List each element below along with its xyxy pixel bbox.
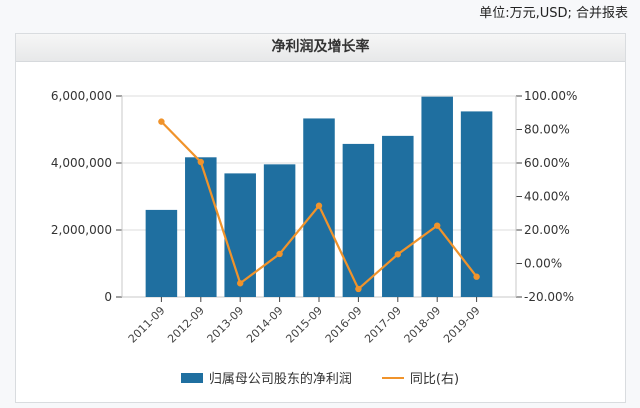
x-tick-label: 2012-09: [165, 304, 207, 346]
line-point[interactable]: [276, 250, 283, 258]
line-point[interactable]: [197, 158, 204, 166]
left-tick-label: 2,000,000: [51, 223, 112, 237]
line-point[interactable]: [237, 280, 244, 287]
x-tick-label: 2016-09: [323, 304, 365, 346]
bar[interactable]: [421, 96, 453, 297]
legend-label: 归属母公司股东的净利润: [208, 372, 352, 387]
right-tick-label: 80.00%: [524, 123, 570, 137]
x-tick-label: 2018-09: [402, 304, 444, 346]
x-tick-label: 2017-09: [362, 304, 404, 346]
bar[interactable]: [224, 173, 256, 297]
bar[interactable]: [342, 143, 375, 297]
right-tick-label: 100.00%: [524, 89, 577, 103]
x-tick-label: 2015-09: [283, 304, 325, 346]
bar[interactable]: [145, 209, 178, 297]
x-tick-label: 2013-09: [205, 304, 247, 346]
line-point[interactable]: [473, 273, 480, 280]
legend-label: 同比(右): [409, 372, 460, 387]
bar[interactable]: [382, 135, 414, 297]
right-tick-label: 40.00%: [524, 190, 570, 204]
left-tick-label: 6,000,000: [51, 89, 112, 103]
line-point[interactable]: [394, 251, 401, 258]
x-tick-label: 2011-09: [126, 304, 168, 346]
right-tick-label: 60.00%: [524, 156, 570, 170]
right-tick-label: -20.00%: [524, 290, 574, 304]
bar[interactable]: [263, 164, 296, 297]
line-point[interactable]: [434, 222, 441, 229]
right-tick-label: 0.00%: [524, 257, 562, 271]
unit-note: 单位:万元,USD; 合并报表: [479, 6, 628, 21]
panel-title: 净利润及增长率: [16, 34, 625, 62]
line-point[interactable]: [315, 202, 323, 209]
legend-item-net-profit[interactable]: 归属母公司股东的净利润: [180, 368, 352, 387]
x-tick-label: 2019-09: [441, 304, 483, 346]
bar-swatch-icon: [180, 372, 203, 383]
legend-item-yoy[interactable]: 同比(右): [381, 368, 460, 387]
line-swatch-icon: [381, 376, 404, 379]
left-tick-label: 0: [104, 290, 112, 304]
left-tick-label: 4,000,000: [51, 156, 112, 170]
x-tick-label: 2014-09: [244, 304, 286, 346]
legend: 归属母公司股东的净利润 同比(右): [0, 368, 640, 387]
right-tick-label: 20.00%: [524, 223, 570, 237]
bar[interactable]: [460, 111, 493, 297]
line-point[interactable]: [158, 118, 165, 125]
bar[interactable]: [185, 157, 217, 297]
line-point[interactable]: [355, 285, 362, 293]
